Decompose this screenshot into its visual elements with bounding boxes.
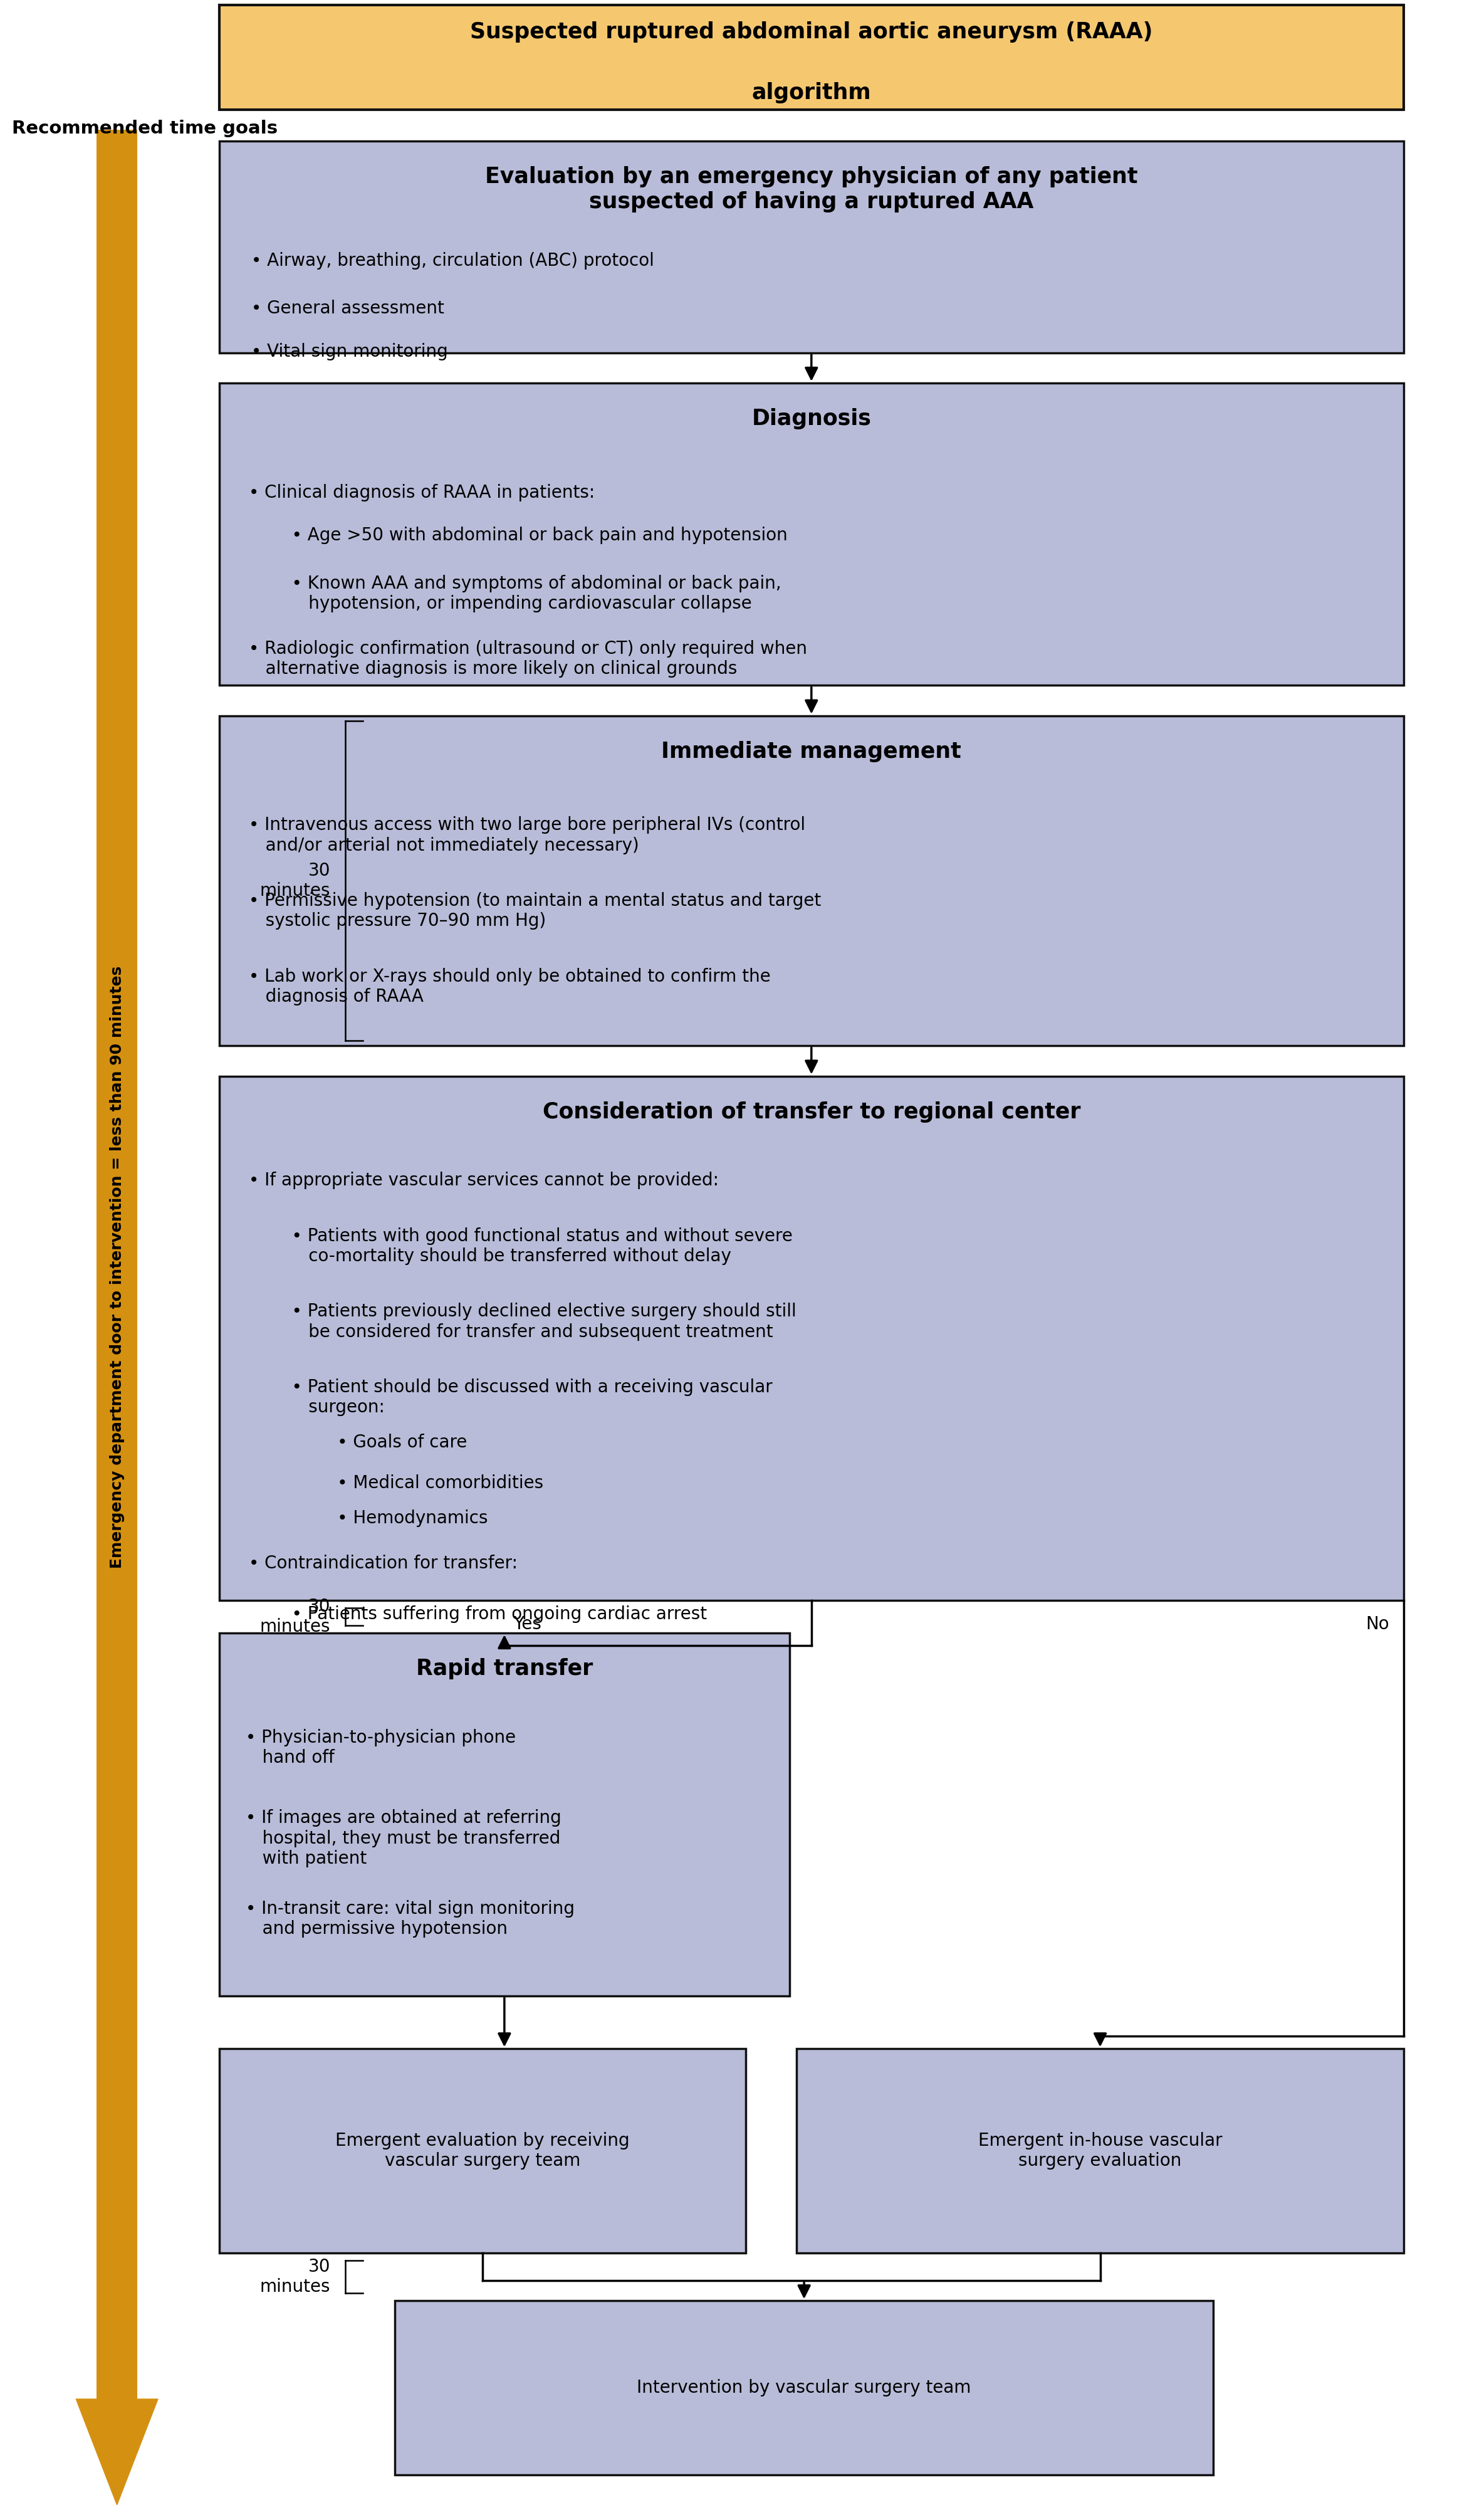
Text: Consideration of transfer to regional center: Consideration of transfer to regional ce…: [542, 1101, 1080, 1121]
Text: • Patients previously declined elective surgery should still
      be considered: • Patients previously declined elective …: [275, 1303, 797, 1341]
Text: • Lab work or X-rays should only be obtained to confirm the
   diagnosis of RAAA: • Lab work or X-rays should only be obta…: [249, 968, 770, 1005]
Bar: [219, 383, 1404, 685]
Text: Yes: Yes: [513, 1615, 541, 1633]
Text: • Vital sign monitoring: • Vital sign monitoring: [251, 343, 447, 360]
Text: • Clinical diagnosis of RAAA in patients:: • Clinical diagnosis of RAAA in patients…: [249, 484, 595, 501]
Text: • In-transit care: vital sign monitoring
   and permissive hypotension: • In-transit care: vital sign monitoring…: [246, 1900, 575, 1938]
Text: Rapid transfer: Rapid transfer: [417, 1658, 592, 1678]
Bar: [797, 2049, 1404, 2253]
Text: algorithm: algorithm: [751, 83, 871, 103]
Text: • General assessment: • General assessment: [251, 300, 444, 318]
Bar: [219, 5, 1404, 108]
Text: • Hemodynamics: • Hemodynamics: [304, 1509, 488, 1527]
Bar: [96, 129, 137, 2399]
Text: • If appropriate vascular services cannot be provided:: • If appropriate vascular services canno…: [249, 1172, 718, 1189]
Text: 30
minutes: 30 minutes: [260, 862, 330, 900]
Bar: [395, 2301, 1213, 2475]
Text: • Contraindication for transfer:: • Contraindication for transfer:: [249, 1555, 518, 1572]
Text: Emergency department door to intervention = less than 90 minutes: Emergency department door to interventio…: [110, 965, 124, 1567]
Bar: [219, 141, 1404, 353]
Text: • Medical comorbidities: • Medical comorbidities: [304, 1474, 544, 1492]
Text: • Intravenous access with two large bore peripheral IVs (control
   and/or arter: • Intravenous access with two large bore…: [249, 816, 806, 854]
Text: • Known AAA and symptoms of abdominal or back pain,
      hypotension, or impend: • Known AAA and symptoms of abdominal or…: [275, 575, 781, 612]
Bar: [219, 2049, 746, 2253]
Text: 30
minutes: 30 minutes: [260, 2258, 330, 2296]
Text: Emergent in-house vascular
surgery evaluation: Emergent in-house vascular surgery evalu…: [978, 2132, 1222, 2170]
Text: Immediate management: Immediate management: [661, 741, 962, 761]
Text: Intervention by vascular surgery team: Intervention by vascular surgery team: [637, 2379, 971, 2397]
Text: Diagnosis: Diagnosis: [751, 408, 871, 428]
Text: • Patients suffering from ongoing cardiac arrest: • Patients suffering from ongoing cardia…: [275, 1605, 706, 1623]
Text: 30
minutes: 30 minutes: [260, 1598, 330, 1635]
Text: Recommended time goals: Recommended time goals: [12, 118, 278, 136]
Text: No: No: [1366, 1615, 1389, 1633]
Bar: [219, 1076, 1404, 1600]
Text: • Radiologic confirmation (ultrasound or CT) only required when
   alternative d: • Radiologic confirmation (ultrasound or…: [249, 640, 807, 678]
Bar: [219, 1633, 789, 1996]
Text: Suspected ruptured abdominal aortic aneurysm (RAAA): Suspected ruptured abdominal aortic aneu…: [471, 23, 1152, 43]
Text: • Age >50 with abdominal or back pain and hypotension: • Age >50 with abdominal or back pain an…: [275, 527, 788, 544]
Text: • Goals of care: • Goals of care: [304, 1434, 468, 1452]
Text: • Physician-to-physician phone
   hand off: • Physician-to-physician phone hand off: [246, 1729, 516, 1767]
Text: • Patient should be discussed with a receiving vascular
      surgeon:: • Patient should be discussed with a rec…: [275, 1378, 772, 1416]
Bar: [219, 716, 1404, 1046]
Text: Emergent evaluation by receiving
vascular surgery team: Emergent evaluation by receiving vascula…: [335, 2132, 630, 2170]
Text: Evaluation by an emergency physician of any patient
suspected of having a ruptur: Evaluation by an emergency physician of …: [485, 166, 1137, 212]
Text: • Patients with good functional status and without severe
      co-mortality sho: • Patients with good functional status a…: [275, 1227, 792, 1265]
Text: • If images are obtained at referring
   hospital, they must be transferred
   w: • If images are obtained at referring ho…: [246, 1809, 561, 1867]
Polygon shape: [76, 2399, 158, 2505]
Text: • Airway, breathing, circulation (ABC) protocol: • Airway, breathing, circulation (ABC) p…: [251, 252, 655, 270]
Text: • Permissive hypotension (to maintain a mental status and target
   systolic pre: • Permissive hypotension (to maintain a …: [249, 892, 820, 930]
